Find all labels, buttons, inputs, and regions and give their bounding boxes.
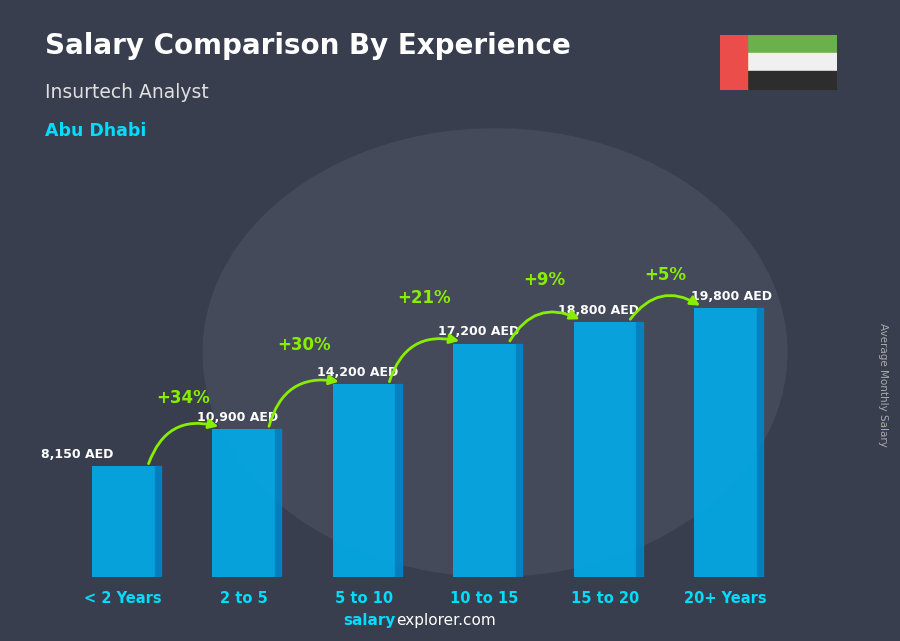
Text: explorer.com: explorer.com bbox=[396, 613, 496, 628]
FancyBboxPatch shape bbox=[573, 322, 636, 577]
Text: 8,150 AED: 8,150 AED bbox=[41, 448, 113, 461]
FancyBboxPatch shape bbox=[333, 385, 395, 577]
FancyArrowPatch shape bbox=[148, 420, 215, 463]
Text: Abu Dhabi: Abu Dhabi bbox=[45, 122, 147, 140]
FancyBboxPatch shape bbox=[454, 344, 516, 577]
Text: salary: salary bbox=[344, 613, 396, 628]
Text: 14,200 AED: 14,200 AED bbox=[318, 366, 399, 379]
Polygon shape bbox=[395, 385, 401, 577]
FancyArrowPatch shape bbox=[269, 376, 336, 426]
Bar bbox=[747, 35, 837, 53]
Bar bbox=[747, 72, 837, 90]
Polygon shape bbox=[155, 467, 161, 577]
Text: 10,900 AED: 10,900 AED bbox=[197, 411, 278, 424]
Text: Salary Comparison By Experience: Salary Comparison By Experience bbox=[45, 32, 571, 60]
FancyBboxPatch shape bbox=[212, 429, 275, 577]
Text: +30%: +30% bbox=[277, 336, 330, 354]
Bar bbox=[747, 53, 837, 72]
Text: 18,800 AED: 18,800 AED bbox=[559, 304, 640, 317]
FancyArrowPatch shape bbox=[390, 335, 456, 381]
Text: +9%: +9% bbox=[524, 271, 566, 288]
Text: Insurtech Analyst: Insurtech Analyst bbox=[45, 83, 209, 103]
FancyBboxPatch shape bbox=[694, 308, 757, 577]
FancyArrowPatch shape bbox=[630, 296, 698, 319]
Text: +5%: +5% bbox=[644, 267, 686, 285]
Polygon shape bbox=[757, 308, 763, 577]
Text: +34%: +34% bbox=[157, 389, 211, 407]
Bar bbox=[720, 35, 747, 90]
Polygon shape bbox=[275, 429, 282, 577]
Polygon shape bbox=[516, 344, 522, 577]
Text: Average Monthly Salary: Average Monthly Salary bbox=[878, 322, 887, 447]
Text: +21%: +21% bbox=[398, 289, 451, 308]
Text: 19,800 AED: 19,800 AED bbox=[691, 290, 772, 303]
FancyBboxPatch shape bbox=[92, 467, 155, 577]
Polygon shape bbox=[636, 322, 643, 577]
FancyArrowPatch shape bbox=[509, 311, 577, 341]
Text: 17,200 AED: 17,200 AED bbox=[438, 325, 519, 338]
